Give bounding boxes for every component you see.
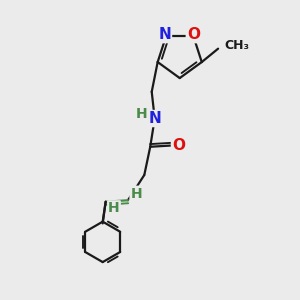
Text: O: O bbox=[172, 138, 185, 153]
Text: H: H bbox=[136, 107, 147, 121]
Text: N: N bbox=[148, 111, 161, 126]
Text: H: H bbox=[130, 187, 142, 201]
Text: O: O bbox=[187, 27, 200, 42]
Text: N: N bbox=[158, 27, 171, 42]
Text: CH₃: CH₃ bbox=[225, 39, 250, 52]
Text: H: H bbox=[108, 201, 120, 215]
